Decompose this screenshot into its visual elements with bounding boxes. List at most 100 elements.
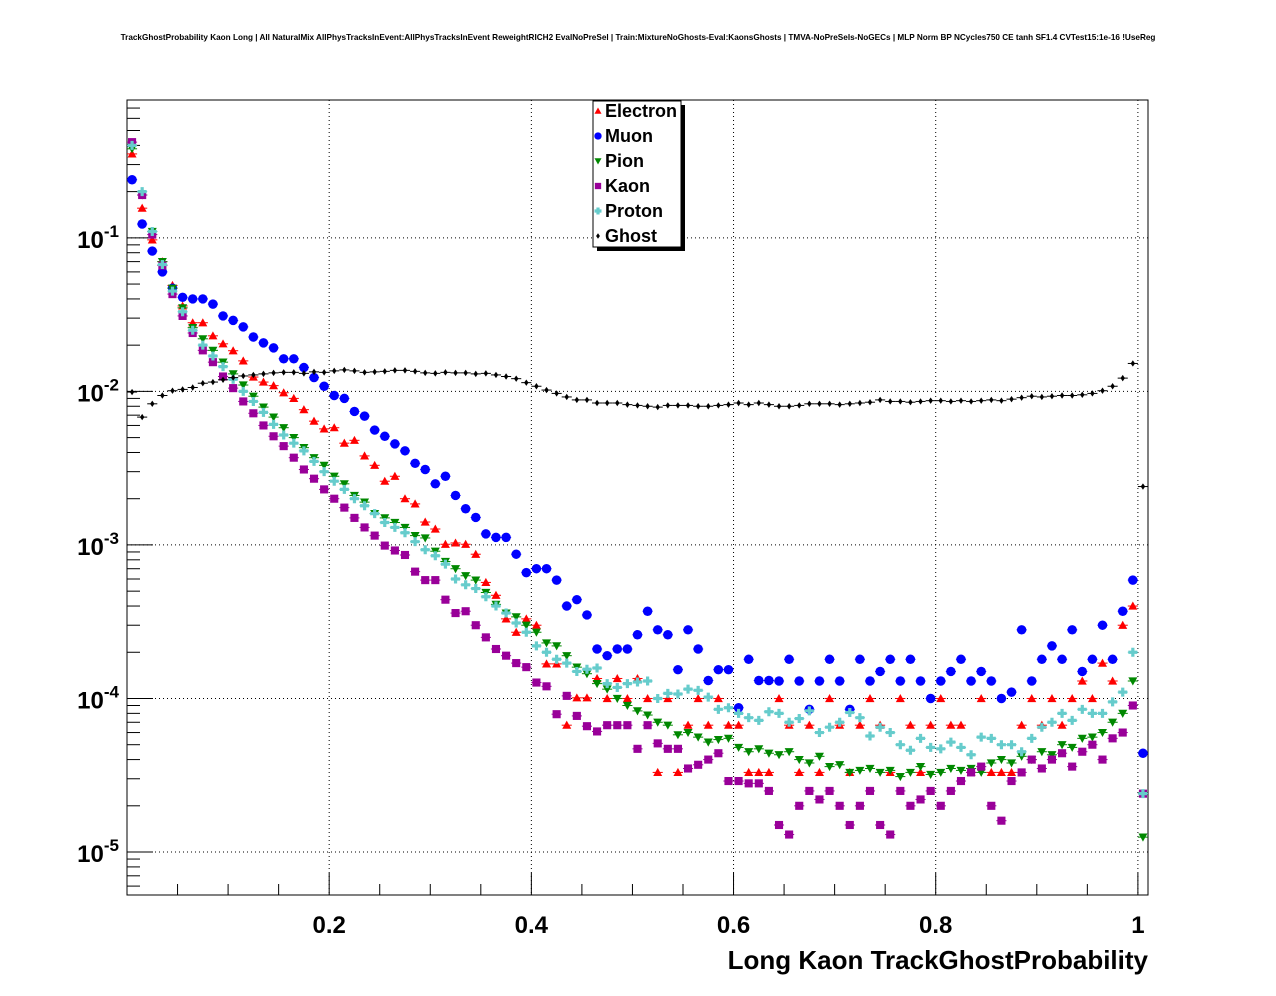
kaon-marker — [744, 779, 753, 788]
ghost-marker — [382, 368, 387, 375]
kaon-marker — [663, 744, 672, 753]
kaon-marker — [562, 691, 571, 700]
muon-marker — [612, 644, 623, 654]
pion-marker — [602, 685, 612, 694]
muon-marker — [450, 490, 461, 501]
data-point — [622, 693, 633, 703]
proton-marker — [814, 728, 824, 738]
data-point — [1026, 676, 1037, 686]
electron-marker — [1067, 693, 1077, 703]
data-point — [501, 608, 512, 618]
data-point — [288, 453, 299, 462]
data-point — [127, 140, 138, 150]
data-point — [1087, 733, 1098, 742]
proton-marker — [643, 676, 653, 686]
data-point — [207, 346, 218, 355]
muon-marker — [622, 644, 633, 654]
ghost-marker — [1090, 390, 1095, 397]
data-point — [207, 299, 218, 309]
data-point — [268, 413, 279, 422]
data-point — [693, 733, 704, 742]
data-point — [248, 332, 259, 342]
data-point — [885, 830, 896, 839]
data-point — [470, 621, 481, 630]
data-point — [804, 759, 815, 768]
muon-marker — [177, 292, 188, 303]
data-point — [1016, 394, 1027, 401]
data-point — [399, 550, 411, 560]
ghost-marker — [746, 401, 751, 408]
data-point — [713, 749, 724, 758]
kaon-marker — [946, 786, 955, 795]
ghost-marker — [685, 402, 691, 409]
data-point — [784, 748, 795, 757]
data-point — [986, 767, 997, 777]
kaon-marker — [734, 776, 743, 786]
data-point — [905, 720, 916, 729]
data-point — [298, 465, 309, 474]
data-point — [864, 731, 876, 741]
kaon-marker — [441, 595, 450, 604]
data-point — [703, 755, 714, 764]
data-point — [885, 398, 896, 405]
kaon-marker — [1098, 755, 1107, 764]
data-point — [733, 399, 744, 407]
data-point — [571, 594, 582, 605]
data-point — [278, 388, 289, 397]
data-point — [1016, 752, 1027, 761]
data-point — [703, 720, 714, 729]
kaon-marker — [502, 651, 511, 660]
ghost-marker — [837, 401, 842, 408]
muon-marker — [1006, 687, 1017, 697]
data-point — [743, 767, 754, 777]
pion-marker — [673, 731, 683, 740]
data-point — [197, 335, 208, 344]
data-point — [824, 654, 835, 665]
data-point — [784, 830, 795, 839]
data-point — [622, 721, 633, 730]
proton-marker — [542, 647, 552, 657]
pion-marker — [723, 734, 733, 743]
data-point — [905, 745, 916, 755]
data-point — [460, 539, 471, 548]
ghost-marker — [665, 402, 671, 409]
kaon-marker — [289, 453, 298, 462]
data-point — [592, 680, 603, 689]
y-tick-label: 10-5 — [77, 836, 119, 868]
data-point — [824, 400, 835, 408]
data-point — [511, 627, 522, 636]
data-point — [308, 456, 320, 466]
data-point — [531, 678, 542, 687]
muon-marker — [359, 411, 370, 421]
muon-marker — [380, 431, 390, 442]
ghost-marker — [200, 380, 206, 387]
data-point — [339, 366, 350, 374]
kaon-marker — [1068, 762, 1077, 771]
kaon-marker — [865, 786, 875, 795]
ghost-marker — [230, 374, 236, 381]
data-point — [531, 563, 542, 574]
proton-marker — [936, 744, 946, 754]
data-point — [1067, 762, 1078, 771]
muon-marker — [278, 354, 289, 364]
data-point — [177, 386, 188, 393]
data-point — [652, 767, 663, 777]
muon-marker — [602, 650, 612, 661]
data-point — [470, 512, 481, 523]
muon-marker — [976, 666, 986, 677]
data-point — [814, 752, 825, 761]
data-point — [976, 397, 987, 404]
ghost-marker — [190, 384, 195, 391]
muon-marker — [956, 654, 966, 665]
data-point — [794, 755, 805, 765]
kaon-marker — [623, 721, 632, 730]
pion-marker — [936, 768, 946, 777]
data-point — [1006, 767, 1017, 777]
proton-marker — [1128, 647, 1138, 657]
proton-marker — [582, 664, 592, 674]
muon-marker — [1016, 625, 1027, 635]
data-point — [319, 461, 330, 470]
ghost-marker — [958, 397, 964, 404]
data-point — [440, 471, 451, 481]
data-point — [966, 676, 977, 686]
